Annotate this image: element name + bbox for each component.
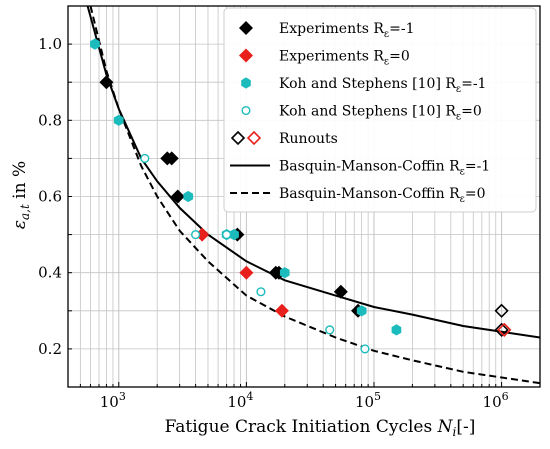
legend-label-koh-r0: Koh and Stephens [10] Rε=0 (279, 104, 482, 123)
legend-marker-exp-r-minus1 (239, 21, 253, 35)
legend-label-rest: =-1 (389, 21, 414, 37)
legend-label-koh-rm1: Koh and Stephens [10] Rε=-1 (279, 76, 486, 95)
exp-r0-point (239, 265, 254, 280)
legend-label-rest: =-1 (465, 159, 490, 175)
legend-marker-koh-r0 (241, 105, 251, 116)
y-tick-label: 0.4 (38, 264, 62, 282)
runout-point (494, 322, 509, 337)
x-tick-base: 10 (483, 393, 502, 411)
legend-label-sub: ε (384, 29, 389, 40)
runout-point (497, 322, 512, 337)
x-axis-title: Fatigue Crack Initiation Cycles Ni[-] (165, 417, 476, 439)
x-tick-label: 104 (227, 390, 253, 411)
legend-box (223, 7, 537, 213)
x-tick-exponent: 3 (119, 390, 126, 403)
exp-r-minus1-point (170, 189, 185, 204)
x-tick-exponent: 5 (374, 390, 381, 403)
koh-r-minus1-point (279, 267, 290, 279)
koh-r0-point (360, 344, 370, 354)
koh-r0-point (256, 287, 266, 297)
legend-label-main: Experiments R (279, 49, 384, 65)
legend-label-sub: ε (456, 84, 461, 95)
exp-r-minus1-point (164, 151, 179, 166)
y-tick-label: 0.6 (38, 188, 62, 206)
legend-label-main: Koh and Stephens [10] R (279, 104, 456, 120)
y-tick-label: 0.2 (38, 340, 62, 358)
x-axis-title-var: N (437, 417, 454, 437)
x-axis-title-unit: [-] (456, 417, 475, 437)
legend-label-runouts: Runouts (279, 131, 338, 147)
x-tick-base: 10 (100, 393, 119, 411)
legend-label-rest: =0 (461, 104, 482, 120)
y-axis-title: εa,t in % (10, 161, 32, 229)
legend-label-bmc-r0: Basquin-Manson-Coffin Rε=0 (279, 186, 485, 205)
koh-r-minus1-point (90, 38, 100, 50)
x-tick-base: 10 (227, 393, 246, 411)
koh-r0-point (191, 230, 201, 240)
legend-label-rest: =-1 (461, 76, 486, 92)
koh-r0-point (140, 153, 150, 163)
runout-point (494, 303, 509, 318)
legend-label-main: Koh and Stephens [10] R (279, 76, 456, 92)
legend-label-sub: ε (456, 112, 461, 123)
koh-r0-point (325, 325, 335, 335)
y-axis-title-sub: a,t (18, 204, 32, 220)
exp-r-minus1-point (333, 284, 348, 299)
legend-label-bmc-rm1: Basquin-Manson-Coffin Rε=-1 (279, 159, 490, 178)
legend-label-main: Basquin-Manson-Coffin R (279, 159, 460, 175)
exp-r-minus1-point (99, 75, 114, 90)
fit-curve-r0 (89, 6, 540, 385)
x-tick-label: 105 (355, 390, 381, 411)
y-axis-title-var: ε (10, 220, 30, 229)
legend-marker-runout-black (230, 130, 246, 146)
legend-label-sub: ε (460, 194, 465, 205)
legend-label-rest: =0 (465, 186, 486, 202)
legend-marker-koh-r-minus1 (241, 77, 251, 89)
koh-r-minus1-point (229, 229, 239, 241)
legend-label-main: Experiments R (279, 21, 384, 37)
legend-label-sub: ε (384, 57, 389, 68)
koh-r-minus1-point (356, 305, 367, 317)
koh-r-minus1-point (183, 190, 194, 203)
x-tick-base: 10 (355, 393, 374, 411)
legend-label-rest: =0 (389, 49, 410, 65)
legend-marker-runout-red (246, 130, 262, 146)
koh-r-minus1-point (113, 114, 124, 126)
legend-label-main: Runouts (279, 131, 338, 147)
x-tick-exponent: 6 (502, 390, 509, 403)
y-axis-title-unit: in % (10, 161, 30, 204)
koh-r0-point (222, 230, 232, 240)
koh-r-minus1-point (391, 324, 402, 336)
x-tick-exponent: 4 (246, 390, 253, 403)
data-points (90, 38, 512, 354)
x-tick-label: 103 (100, 390, 126, 411)
legend-label-exp-rm1: Experiments Rε=-1 (279, 21, 414, 40)
exp-r0-point (274, 303, 289, 318)
y-tick-label: 1.0 (38, 35, 62, 53)
legend-label-main: Basquin-Manson-Coffin R (279, 186, 460, 202)
x-tick-label: 106 (483, 390, 509, 411)
legend-label-exp-r0: Experiments Rε=0 (279, 49, 410, 68)
exp-r0-point (195, 227, 210, 242)
y-tick-label: 0.8 (38, 111, 62, 129)
legend-label-sub: ε (460, 167, 465, 178)
x-axis-title-sub: i (452, 425, 456, 439)
legend-marker-exp-r0 (239, 48, 253, 63)
fit-curves (86, 6, 540, 385)
x-axis-title-main: Fatigue Crack Initiation Cycles (165, 417, 438, 437)
